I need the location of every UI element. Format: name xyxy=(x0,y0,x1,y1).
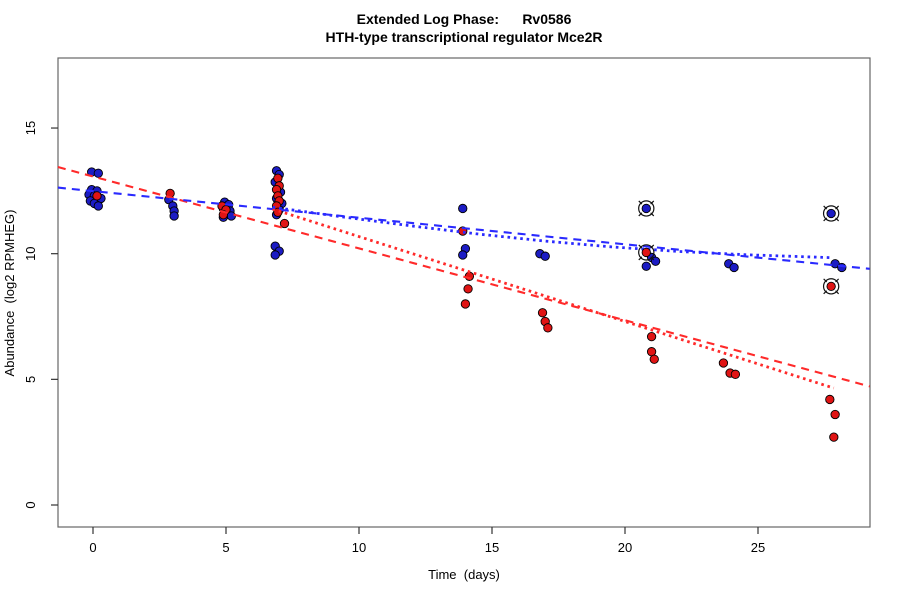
trend-line-red-dashed xyxy=(57,165,870,388)
chart-title: Extended Log Phase: Rv0586 xyxy=(357,11,572,27)
flag-circle-outline xyxy=(822,278,840,295)
trend-lines-layer xyxy=(57,165,870,390)
flag-corner-tick xyxy=(823,278,828,283)
data-point-red xyxy=(92,191,102,201)
flagged-point-red xyxy=(638,244,655,261)
data-point-blue xyxy=(93,201,103,211)
y-tick-label: 15 xyxy=(23,121,38,135)
flag-corner-tick xyxy=(650,244,655,249)
flagged-point-blue xyxy=(638,200,655,217)
data-point-red xyxy=(646,331,657,342)
data-point-red xyxy=(279,218,290,229)
flag-corner-tick xyxy=(638,244,643,249)
flagged-point-blue xyxy=(822,205,840,222)
data-point-red xyxy=(543,323,553,333)
flagged-point-dot xyxy=(826,281,836,292)
flag-corner-tick xyxy=(835,278,840,283)
data-point-red xyxy=(460,299,471,309)
x-axis-label: Time (days) xyxy=(428,567,500,582)
data-point-red xyxy=(829,432,839,442)
x-tick-label: 10 xyxy=(352,540,366,555)
data-point-red xyxy=(730,369,741,379)
flag-circle-outline xyxy=(638,244,655,261)
x-tick-label: 20 xyxy=(618,540,632,555)
flagged-point-dot xyxy=(826,208,836,219)
x-tick-label: 15 xyxy=(485,540,499,555)
plot-border-box xyxy=(57,57,871,528)
flagged-point-dot xyxy=(641,247,651,258)
data-point-red xyxy=(825,394,835,405)
trend-line-red-dotted xyxy=(272,207,835,390)
flag-corner-tick xyxy=(835,217,840,222)
data-point-red xyxy=(463,284,473,294)
flag-corner-tick xyxy=(650,200,655,205)
flag-corner-tick xyxy=(835,290,840,295)
data-point-blue xyxy=(93,168,103,178)
trend-line-blue-dashed xyxy=(57,186,870,270)
data-point-blue xyxy=(540,251,550,261)
y-tick-label: 0 xyxy=(23,501,38,508)
data-point-blue xyxy=(270,250,280,260)
trend-line-blue-dotted xyxy=(272,205,833,260)
y-tick-label: 5 xyxy=(23,376,38,383)
data-point-red xyxy=(273,173,283,183)
data-point-blue xyxy=(458,250,468,260)
data-point-blue xyxy=(641,261,651,271)
flagged-points-layer xyxy=(638,200,840,295)
flagged-point-red xyxy=(822,278,840,295)
data-points-layer xyxy=(84,166,847,442)
flag-circle-outline xyxy=(822,205,840,222)
axis-ticks: 0 5 10 15 20 25 0 5 10 15 xyxy=(23,121,765,555)
data-point-red xyxy=(537,308,548,318)
data-point-blue xyxy=(169,211,179,221)
data-point-red xyxy=(649,354,659,364)
flagged-point-dot xyxy=(641,203,651,214)
flag-corner-tick xyxy=(823,217,828,222)
y-axis-label: Abundance (log2 RPMHEG) xyxy=(2,210,17,377)
data-point-red xyxy=(830,409,840,420)
data-point-blue xyxy=(458,203,468,214)
flag-corner-tick xyxy=(638,200,643,205)
y-tick-label: 10 xyxy=(23,246,38,260)
x-tick-label: 5 xyxy=(222,540,229,555)
flag-corner-tick xyxy=(823,205,828,210)
flag-corner-tick xyxy=(835,205,840,210)
flag-corner-tick xyxy=(650,212,655,217)
flag-corner-tick xyxy=(650,256,655,261)
chart-subtitle: HTH-type transcriptional regulator Mce2R xyxy=(326,29,603,45)
x-tick-label: 0 xyxy=(89,540,96,555)
data-point-red xyxy=(718,358,729,368)
flag-corner-tick xyxy=(638,212,643,217)
data-point-blue xyxy=(837,262,847,273)
flag-corner-tick xyxy=(638,256,643,261)
x-tick-label: 25 xyxy=(751,540,765,555)
data-point-blue xyxy=(729,262,739,273)
flag-corner-tick xyxy=(823,290,828,295)
flag-circle-outline xyxy=(638,200,655,217)
